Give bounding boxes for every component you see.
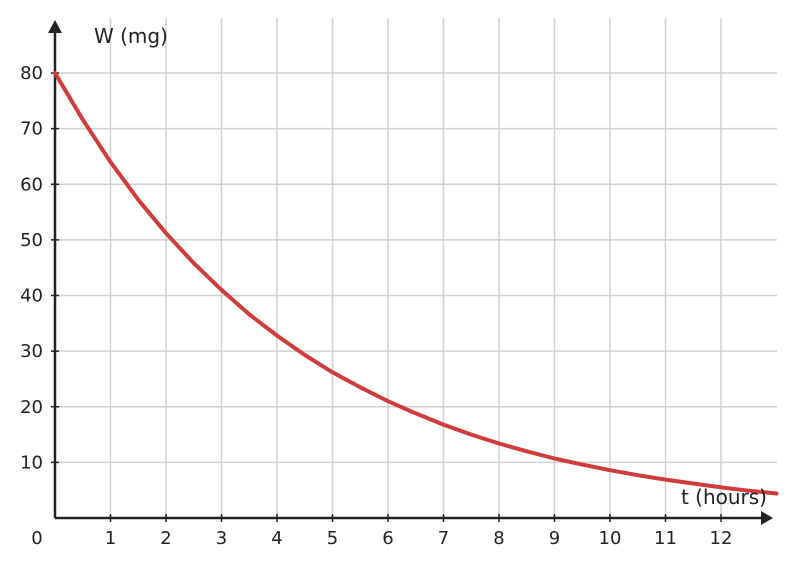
y-tick-label: 80	[20, 63, 43, 84]
x-tick-label: 2	[160, 528, 171, 549]
x-tick-label: 4	[271, 528, 282, 549]
y-axis-arrow-icon	[48, 20, 62, 33]
series	[53, 71, 779, 496]
y-tick-label: 40	[20, 286, 43, 307]
x-tick-label: 9	[549, 528, 560, 549]
origin-label: 0	[31, 528, 42, 549]
x-tick-label: 12	[710, 528, 733, 549]
x-tick-label: 5	[327, 528, 338, 549]
x-tick-label: 7	[438, 528, 449, 549]
y-axis-label: W (mg)	[94, 24, 168, 48]
x-tick-label: 3	[216, 528, 227, 549]
grid	[55, 18, 777, 518]
x-tick-label: 8	[493, 528, 504, 549]
axes	[48, 20, 773, 525]
x-axis-arrow-icon	[761, 511, 773, 525]
y-tick-label: 60	[20, 174, 43, 195]
y-tick-label: 70	[20, 119, 43, 140]
y-tick-label: 30	[20, 341, 43, 362]
y-tick-label: 20	[20, 397, 43, 418]
x-tick-label: 1	[105, 528, 116, 549]
y-tick-label: 50	[20, 230, 43, 251]
x-tick-label: 6	[382, 528, 393, 549]
y-tick-label: 10	[20, 452, 43, 473]
series-line	[53, 71, 779, 496]
x-axis-label: t (hours)	[681, 485, 767, 509]
x-tick-label: 11	[654, 528, 677, 549]
x-tick-label: 10	[599, 528, 622, 549]
